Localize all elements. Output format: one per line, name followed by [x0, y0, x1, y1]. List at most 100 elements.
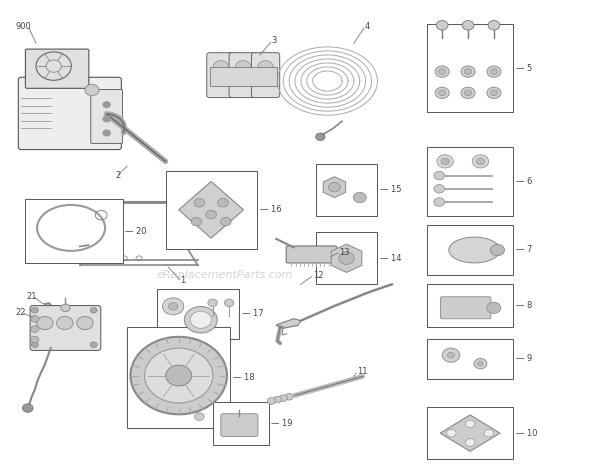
Circle shape: [462, 20, 474, 30]
Text: — 5: — 5: [516, 64, 532, 73]
FancyBboxPatch shape: [286, 246, 337, 263]
Circle shape: [466, 439, 475, 447]
Ellipse shape: [449, 237, 500, 263]
Circle shape: [22, 404, 33, 412]
Circle shape: [166, 365, 192, 386]
Bar: [316, 232, 378, 284]
Circle shape: [85, 84, 99, 96]
Text: 900: 900: [15, 22, 31, 31]
FancyBboxPatch shape: [229, 53, 257, 98]
Text: 21: 21: [27, 292, 37, 301]
Circle shape: [437, 155, 453, 168]
Text: — 18: — 18: [233, 373, 255, 382]
Polygon shape: [331, 244, 362, 273]
Circle shape: [258, 61, 273, 73]
FancyBboxPatch shape: [91, 90, 123, 144]
Bar: [427, 225, 513, 275]
Circle shape: [267, 398, 276, 404]
Text: — 9: — 9: [516, 354, 532, 363]
Text: 4: 4: [365, 22, 370, 31]
Circle shape: [435, 87, 449, 99]
Polygon shape: [323, 177, 346, 198]
Circle shape: [484, 429, 494, 437]
Bar: [316, 164, 378, 216]
Circle shape: [434, 184, 444, 193]
Circle shape: [487, 302, 501, 313]
Circle shape: [490, 90, 497, 96]
Circle shape: [61, 304, 70, 312]
Circle shape: [434, 198, 444, 206]
Text: 22: 22: [15, 308, 26, 317]
Text: 1: 1: [180, 276, 185, 285]
Circle shape: [490, 244, 504, 255]
Circle shape: [191, 218, 202, 226]
Circle shape: [31, 308, 38, 313]
Text: — 20: — 20: [126, 227, 147, 236]
Polygon shape: [276, 319, 301, 328]
Bar: [157, 289, 239, 338]
Circle shape: [353, 192, 366, 203]
Text: — 7: — 7: [516, 246, 532, 255]
Circle shape: [329, 182, 340, 192]
Circle shape: [218, 199, 228, 207]
Text: 11: 11: [358, 367, 368, 376]
Circle shape: [103, 102, 110, 108]
Bar: [212, 402, 268, 445]
Bar: [427, 407, 513, 459]
Circle shape: [285, 393, 293, 400]
Bar: [166, 171, 257, 249]
Circle shape: [57, 317, 73, 329]
Circle shape: [208, 299, 217, 307]
FancyBboxPatch shape: [30, 306, 101, 350]
Circle shape: [31, 342, 38, 347]
Circle shape: [442, 348, 460, 362]
Text: 3: 3: [271, 36, 277, 46]
Circle shape: [464, 69, 471, 74]
Text: — 16: — 16: [260, 205, 281, 214]
Polygon shape: [179, 182, 244, 238]
Circle shape: [279, 395, 287, 401]
Circle shape: [441, 158, 449, 164]
Circle shape: [316, 133, 325, 141]
Circle shape: [464, 90, 471, 96]
Circle shape: [436, 20, 448, 30]
FancyBboxPatch shape: [206, 53, 235, 98]
Circle shape: [224, 299, 234, 307]
Bar: [427, 284, 513, 327]
Circle shape: [447, 429, 456, 437]
Circle shape: [184, 307, 217, 333]
Circle shape: [130, 337, 227, 414]
Circle shape: [487, 66, 501, 77]
Bar: [427, 338, 513, 379]
Circle shape: [474, 358, 487, 369]
Circle shape: [195, 413, 204, 420]
Circle shape: [466, 420, 475, 428]
Circle shape: [194, 199, 205, 207]
FancyBboxPatch shape: [251, 53, 280, 98]
Bar: [427, 147, 513, 216]
Circle shape: [213, 61, 228, 73]
Circle shape: [190, 311, 211, 328]
Text: — 8: — 8: [516, 301, 532, 310]
Circle shape: [472, 155, 489, 168]
FancyBboxPatch shape: [221, 414, 258, 437]
Bar: [427, 24, 513, 112]
Circle shape: [438, 90, 445, 96]
Circle shape: [90, 308, 97, 313]
Circle shape: [90, 342, 97, 347]
Circle shape: [169, 302, 178, 310]
Text: 13: 13: [339, 247, 350, 256]
Circle shape: [339, 252, 354, 264]
Circle shape: [103, 116, 110, 122]
Circle shape: [487, 87, 501, 99]
Circle shape: [447, 352, 454, 358]
Circle shape: [77, 317, 93, 329]
Circle shape: [163, 298, 183, 315]
Circle shape: [37, 317, 53, 329]
Circle shape: [31, 326, 39, 332]
Circle shape: [31, 316, 39, 322]
Text: 2: 2: [116, 171, 121, 180]
Polygon shape: [440, 415, 500, 451]
Circle shape: [490, 69, 497, 74]
Circle shape: [435, 66, 449, 77]
